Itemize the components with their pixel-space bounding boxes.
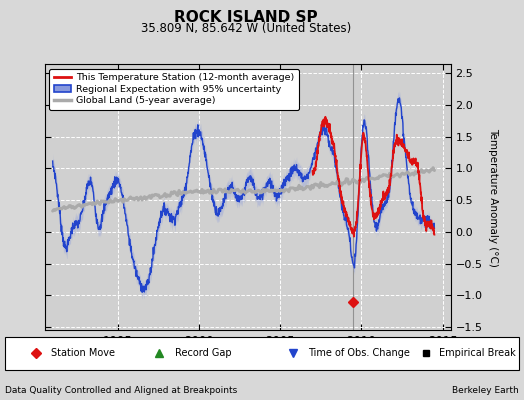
Y-axis label: Temperature Anomaly (°C): Temperature Anomaly (°C) bbox=[488, 128, 498, 266]
Text: 35.809 N, 85.642 W (United States): 35.809 N, 85.642 W (United States) bbox=[141, 22, 352, 35]
Text: Berkeley Earth: Berkeley Earth bbox=[452, 386, 519, 395]
Text: Empirical Break: Empirical Break bbox=[439, 348, 516, 358]
Legend: This Temperature Station (12-month average), Regional Expectation with 95% uncer: This Temperature Station (12-month avera… bbox=[49, 69, 299, 110]
Text: Time of Obs. Change: Time of Obs. Change bbox=[308, 348, 410, 358]
Text: Station Move: Station Move bbox=[51, 348, 115, 358]
Text: Record Gap: Record Gap bbox=[174, 348, 231, 358]
Text: Data Quality Controlled and Aligned at Breakpoints: Data Quality Controlled and Aligned at B… bbox=[5, 386, 237, 395]
FancyBboxPatch shape bbox=[5, 337, 519, 370]
Text: ROCK ISLAND SP: ROCK ISLAND SP bbox=[174, 10, 318, 25]
